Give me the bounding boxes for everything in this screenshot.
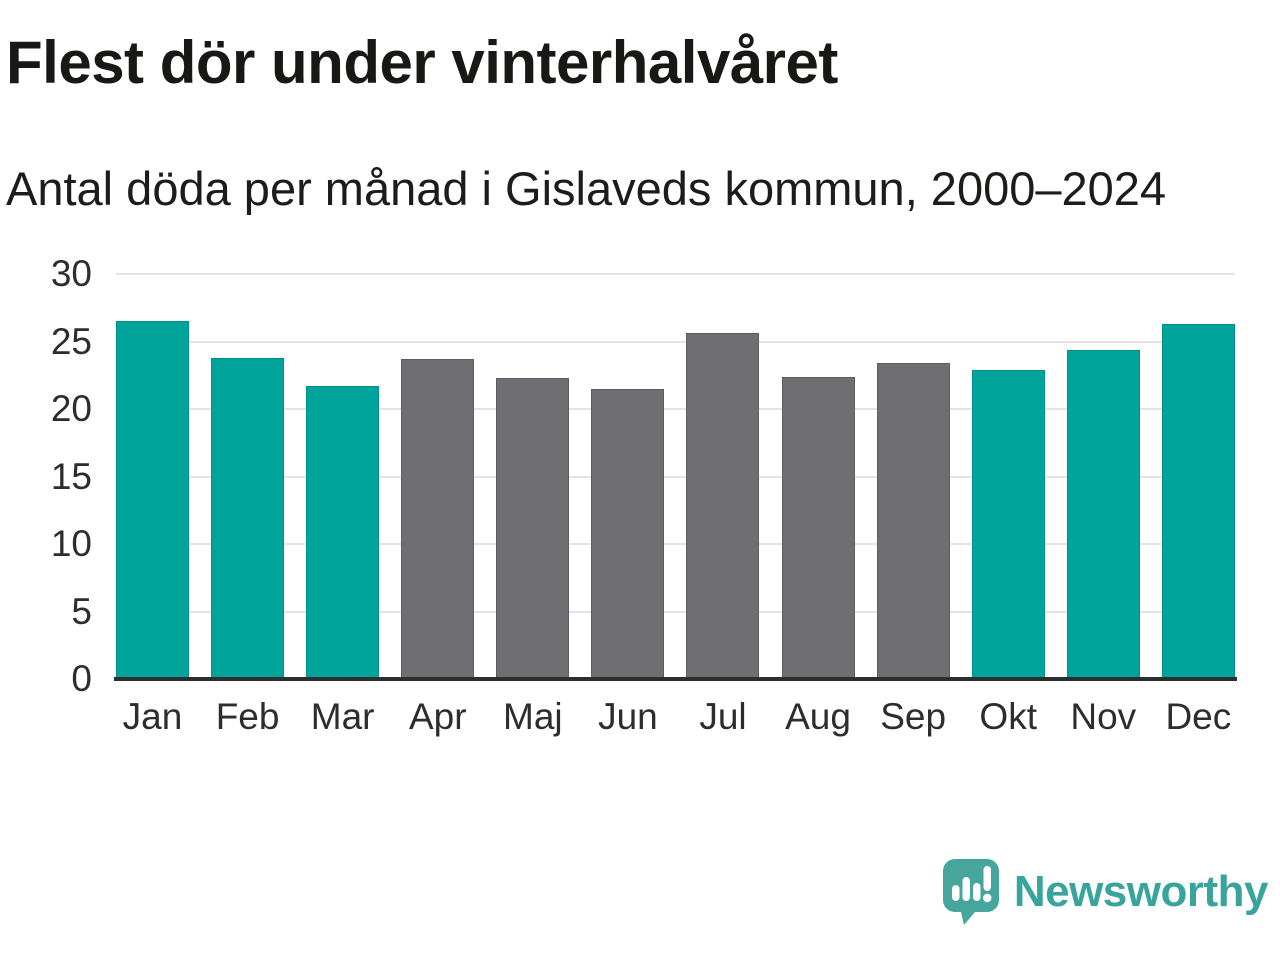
x-axis-line	[114, 677, 1237, 681]
gridline	[116, 543, 1235, 545]
x-axis-tick-label: Jun	[598, 696, 658, 737]
gridline	[116, 610, 1235, 613]
x-axis-tick-label: Jan	[122, 696, 183, 737]
bar-chart-plot-area	[114, 273, 1237, 681]
x-axis-tick-label: Okt	[979, 696, 1037, 737]
gridline	[116, 408, 1235, 410]
x-axis-tick-label: Sep	[880, 696, 947, 737]
newsworthy-logo-icon	[942, 859, 999, 925]
x-axis-tick-label: Aug	[785, 696, 851, 737]
logo-exclamation-icon	[983, 866, 991, 891]
y-axis-tick-label: 15	[50, 455, 92, 497]
logo-bar-icon	[951, 885, 960, 901]
logo-bar-icon	[962, 877, 970, 901]
logo-exclamation-dot-icon	[982, 893, 992, 903]
y-axis-tick-label: 20	[50, 388, 92, 429]
bar-dec	[1161, 323, 1235, 679]
x-axis-tick-label: Apr	[408, 696, 467, 737]
x-axis-tick-label: Dec	[1165, 696, 1232, 737]
bar-nov	[1066, 349, 1140, 679]
bar-jul	[686, 333, 760, 679]
y-axis-tick-label: 30	[50, 253, 92, 294]
newsworthy-branding: Newsworthy	[941, 856, 1269, 928]
gridline	[116, 273, 1235, 275]
bar-okt	[971, 369, 1045, 679]
chart-title: Flest dör under vinterhalvåret	[6, 29, 838, 96]
x-axis-tick-label: Nov	[1070, 696, 1137, 737]
x-axis-tick-label: Maj	[503, 696, 563, 737]
x-axis-tick-label: Feb	[215, 696, 280, 737]
bar-apr	[401, 359, 475, 679]
bar-jan	[116, 321, 189, 679]
bar-mar	[306, 386, 380, 679]
bar-series	[116, 274, 1235, 679]
x-axis: Jan Feb Mar Apr Maj Jun Jul Aug Sep Okt Nov Dec	[116, 696, 1235, 738]
y-axis-tick-label: 25	[50, 320, 92, 362]
bar-feb	[211, 357, 285, 679]
bar-aug	[781, 376, 855, 679]
y-axis-tick-label: 10	[50, 523, 92, 564]
chart-subtitle: Antal döda per månad i Gislaveds kommun,…	[6, 162, 1167, 215]
bar-jun	[591, 388, 665, 679]
y-axis: 0 5 10 15 20 25 30	[0, 253, 92, 699]
newsworthy-logo-text: Newsworthy	[1013, 867, 1269, 916]
gridline	[116, 475, 1235, 478]
bar-sep	[876, 363, 950, 679]
bar-maj	[496, 377, 570, 679]
x-axis-tick-label: Mar	[310, 696, 375, 737]
gridline	[116, 340, 1235, 343]
x-axis-tick-label: Jul	[699, 696, 747, 737]
logo-bar-icon	[972, 883, 981, 901]
y-axis-tick-label: 0	[71, 658, 92, 699]
y-axis-tick-label: 5	[71, 590, 92, 632]
